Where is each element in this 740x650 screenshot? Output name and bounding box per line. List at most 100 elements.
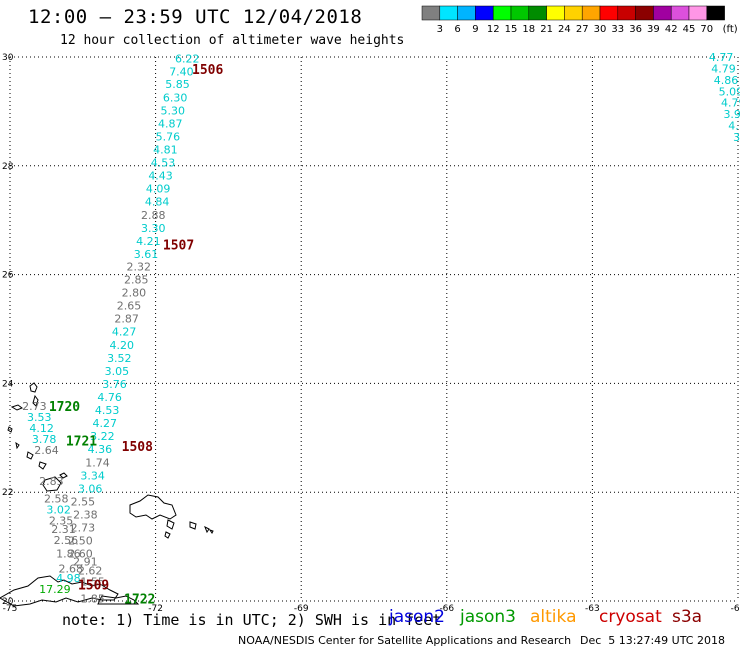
- satellite-legend-jason2: jason2: [389, 607, 445, 627]
- wave-height-value: 2.56: [54, 534, 79, 547]
- wave-height-value: 2.50: [68, 535, 93, 548]
- color-scale-label: 6: [454, 24, 460, 35]
- coastline-acklins: [32, 394, 39, 407]
- wave-height-value: 4.98: [56, 572, 81, 585]
- pass-time-label: 1507: [163, 239, 194, 254]
- wave-height-value: 4.36: [88, 443, 113, 456]
- color-scale-label: 18: [522, 24, 535, 35]
- wave-height-value: 2.73: [71, 522, 96, 535]
- color-scale-label: 24: [558, 24, 571, 35]
- wave-height-value: 2.58: [44, 493, 68, 506]
- wave-height-value: 4.77: [709, 51, 734, 64]
- wave-height-value: 4.: [728, 120, 739, 133]
- color-scale-label: 15: [505, 24, 518, 35]
- wave-height-value: 2.64: [34, 444, 59, 457]
- color-scale-label: 9: [472, 24, 478, 35]
- wave-height-value: 3.22: [90, 430, 115, 443]
- wave-height-value: 2.80: [122, 287, 147, 300]
- coastline-great-inagua-2: [42, 476, 62, 492]
- wave-height-value: 1.55: [80, 575, 105, 588]
- satellite-legend-cryosat: cryosat: [599, 607, 662, 627]
- land-outlines: [0, 382, 214, 607]
- wave-height-value: 3.06: [78, 482, 103, 495]
- wave-height-value: 2.85: [124, 273, 149, 286]
- wave-height-value: 3.34: [80, 469, 105, 482]
- wave-height-value: 1.86: [56, 548, 81, 561]
- wave-height-value: 3.02: [46, 504, 71, 517]
- color-scale-label: 30: [594, 24, 607, 35]
- color-swatch: [706, 5, 725, 21]
- pass-time-label: 1508: [122, 440, 153, 455]
- longitude-tick-label: -69: [294, 604, 309, 614]
- pass-time-label: 1506: [192, 63, 223, 78]
- satellite-legend-s3a: s3a: [672, 607, 703, 627]
- coastline-hispaniola-north: [97, 595, 140, 605]
- wave-height-value: 2.35: [49, 514, 74, 527]
- latitude-tick-label: 30: [2, 53, 14, 63]
- wave-height-value: 4.79: [721, 97, 740, 110]
- wave-height-value: 2.31: [51, 523, 76, 536]
- color-scale-label: 36: [629, 24, 642, 35]
- wave-height-value: 2.68: [59, 562, 84, 575]
- wave-height-value: 2.83: [39, 475, 64, 488]
- wave-height-value: 3.05: [105, 365, 130, 378]
- wave-height-value: 4.53: [95, 404, 120, 417]
- units-note: note: 1) Time is in UTC; 2) SWH is in fe…: [62, 611, 442, 629]
- wave-height-value: 3: [733, 131, 740, 144]
- coastline-caicos-south: [164, 531, 171, 539]
- pass-time-label: 1721: [66, 435, 97, 450]
- coastline-great-inagua: [10, 404, 24, 411]
- wave-height-value: 3.52: [107, 352, 132, 365]
- wave-height-value: 4.43: [148, 170, 173, 183]
- axis-tick-labels: -75 -72 -69 -66 -63 -60 30 28 26 24 22 20: [2, 53, 740, 614]
- coastline-island-e: [189, 521, 197, 530]
- wave-height-value: 7.40: [169, 66, 194, 79]
- wave-height-value: 2.32: [126, 260, 151, 273]
- wave-height-value: 6.22: [175, 53, 200, 66]
- longitude-tick-label: -63: [585, 604, 600, 614]
- wave-height-value: 4.81: [153, 143, 178, 156]
- coastline-crooked-island: [29, 382, 38, 393]
- color-scale-legend: 3 6 9 12 15 18 21 24 27 30 33 36 39 42 45 70 (ft): [421, 5, 738, 35]
- map-title: 12:00 – 23:59 UTC 12/04/2018: [28, 6, 363, 28]
- coastline-island-c: [26, 451, 34, 460]
- wave-height-value: 3.76: [102, 378, 127, 391]
- longitude-tick-label: -66: [439, 604, 454, 614]
- wave-height-value: 3.30: [141, 222, 166, 235]
- wave-height-value: 4.53: [151, 157, 176, 170]
- wave-height-value: 5.85: [165, 78, 190, 91]
- latitude-tick-label: 20: [2, 597, 14, 607]
- coastline-island-d: [38, 461, 47, 470]
- coastline-turks-caicos: [129, 494, 177, 520]
- wave-height-value: 4.76: [97, 391, 122, 404]
- longitude-tick-label: -60: [731, 604, 740, 614]
- wave-height-value: 2.87: [114, 313, 139, 326]
- wave-height-value: 3.78: [32, 433, 57, 446]
- wave-height-value: 2.60: [68, 548, 93, 561]
- wave-height-value: 3.53: [27, 411, 51, 424]
- satellite-legend-jason3: jason3: [460, 607, 516, 627]
- wave-height-value: 4.87: [158, 117, 183, 130]
- color-scale-label: 45: [683, 24, 696, 35]
- pass-time-label: 1722: [124, 592, 155, 607]
- latitude-tick-label: 22: [2, 488, 13, 498]
- wave-height-value: 4.86: [714, 74, 739, 87]
- color-scale-label: 27: [576, 24, 589, 35]
- wave-height-value: 4.20: [109, 339, 134, 352]
- color-scale-label: 21: [540, 24, 553, 35]
- wave-height-readings: 6.227.405.856.305.304.875.764.814.534.43…: [22, 51, 740, 605]
- color-scale-unit: (ft): [723, 24, 738, 35]
- latitude-tick-label: 26: [2, 271, 14, 281]
- coastline-island-f: [204, 525, 210, 534]
- coastline-island-a: [7, 426, 13, 433]
- wave-height-value: 2.73: [22, 400, 46, 413]
- wave-height-value: 1.74: [85, 456, 110, 469]
- wave-height-value: 4.27: [93, 417, 118, 430]
- wave-height-value: 2.62: [78, 565, 103, 578]
- color-scale-label: 42: [665, 24, 678, 35]
- wave-height-value: 3.9: [723, 108, 740, 121]
- latitude-tick-label: 28: [2, 162, 14, 172]
- wave-height-value: 4.79: [711, 62, 736, 75]
- coastline-island-b: [15, 441, 20, 450]
